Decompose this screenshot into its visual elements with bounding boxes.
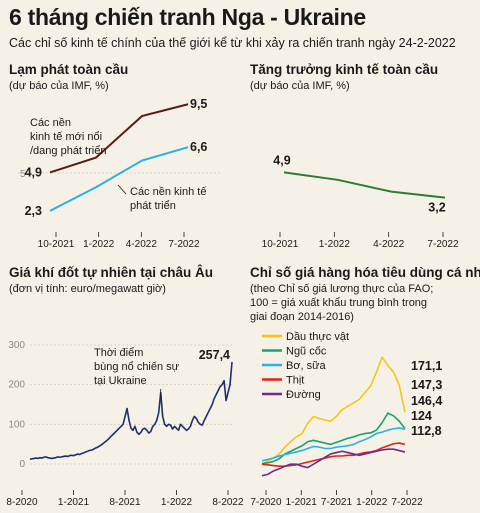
x-tick-label: 1-2022 — [161, 497, 193, 508]
inflation-chart-subtitle: (dự báo của IMF, %) — [9, 80, 109, 92]
pointer-line — [117, 184, 127, 195]
x-tick-label: 7-2022 — [427, 239, 459, 250]
y-tick-label: 200 — [8, 380, 25, 391]
x-tick-label: 10-2021 — [262, 239, 299, 250]
end-value-label: 257,4 — [199, 348, 230, 362]
growth-chart-subtitle: (dự báo của IMF, %) — [250, 80, 350, 92]
series-line — [261, 356, 406, 465]
y-tick-label: 100 — [8, 419, 25, 430]
series-label-developed: phát triển — [130, 200, 176, 212]
end-value-label: 147,3 — [411, 378, 442, 392]
x-tick-label: 7-2021 — [321, 497, 353, 508]
series-label-emerging: kinh tế mới nổi — [30, 131, 102, 143]
start-value-label: 4,9 — [273, 153, 290, 167]
series-label-emerging: Các nền — [30, 117, 71, 129]
end-value-label: 124 — [411, 409, 432, 423]
legend-label: Dầu thực vật — [286, 331, 349, 343]
legend-label: Bơ, sữa — [286, 360, 327, 372]
y-tick-label: 300 — [8, 340, 25, 351]
x-tick-label: 7-2022 — [168, 239, 200, 250]
food-chart-subtitle: (theo Chỉ số giá lương thực của FAO; — [250, 283, 433, 295]
legend-label: Thịt — [286, 375, 304, 387]
gas-price-chart: Giá khí đốt tự nhiên tại châu Âu (đơn vị… — [6, 265, 244, 508]
end-value-label: 9,5 — [190, 97, 207, 111]
food-chart-subtitle: giai đoạn 2014-2016) — [250, 311, 354, 323]
series-line — [261, 412, 406, 465]
end-value-label: 171,1 — [411, 359, 442, 373]
page-title: 6 tháng chiến tranh Nga - Ukraine — [9, 4, 366, 30]
x-tick-label: 8-2020 — [6, 497, 38, 508]
annotation-line: tại Ukraine — [94, 375, 147, 387]
start-value-label: 2,3 — [25, 204, 42, 218]
series-line — [49, 103, 189, 174]
x-tick-label: 1-2021 — [58, 497, 90, 508]
food-chart-title: Chỉ số giá hàng hóa tiêu dùng cá nhân — [250, 265, 480, 280]
x-tick-label: 7-2022 — [391, 497, 423, 508]
series-line — [261, 427, 406, 462]
series-line — [49, 146, 189, 212]
series-line — [261, 448, 406, 477]
x-tick-label: 7-2020 — [250, 497, 282, 508]
food-chart-subtitle: 100 = giá xuất khẩu trung bình trong — [250, 297, 427, 309]
y-tick-label: 0 — [19, 459, 25, 470]
growth-chart: Tăng trưởng kinh tế toàn cầu (dự báo của… — [250, 62, 459, 250]
x-tick-label: 1-2022 — [356, 497, 388, 508]
legend-label: Ngũ cốc — [286, 346, 327, 358]
gas-chart-title: Giá khí đốt tự nhiên tại châu Âu — [9, 265, 213, 280]
x-tick-label: 4-2022 — [373, 239, 405, 250]
x-tick-label: 8-2022 — [212, 497, 244, 508]
end-value-label: 146,4 — [411, 394, 442, 408]
end-value-label: 6,6 — [190, 140, 207, 154]
legend-label: Đường — [286, 389, 321, 401]
x-tick-label: 8-2021 — [109, 497, 141, 508]
series-label-emerging: /dang phát triển — [30, 145, 106, 157]
x-tick-label: 1-2021 — [286, 497, 318, 508]
x-tick-label: 10-2021 — [38, 239, 75, 250]
series-label-developed: Các nền kinh tế — [130, 186, 206, 198]
series-line — [29, 361, 233, 461]
inflation-chart-title: Lạm phát toàn cầu — [9, 62, 128, 77]
inflation-chart: Lạm phát toàn cầu (dự báo của IMF, %) 5 … — [9, 62, 222, 250]
page-subtitle: Các chỉ số kinh tế chính của thế giới kể… — [9, 36, 456, 50]
x-tick-label: 4-2022 — [126, 239, 158, 250]
x-tick-label: 1-2022 — [83, 239, 115, 250]
food-price-chart: Chỉ số giá hàng hóa tiêu dùng cá nhân (t… — [250, 265, 480, 508]
series-line — [283, 171, 446, 199]
annotation-line: Thời điểm — [94, 347, 143, 359]
start-value-label: 4,9 — [25, 165, 42, 179]
gas-chart-subtitle: (đơn vị tính: euro/megawatt giờ) — [9, 283, 166, 295]
annotation-line: bùng nổ chiến sự — [94, 361, 180, 373]
end-value-label: 112,8 — [411, 424, 442, 438]
y-tick-label: 5 — [20, 169, 26, 180]
growth-chart-title: Tăng trưởng kinh tế toàn cầu — [250, 62, 438, 77]
x-tick-label: 1-2022 — [319, 239, 351, 250]
end-value-label: 3,2 — [428, 201, 445, 215]
